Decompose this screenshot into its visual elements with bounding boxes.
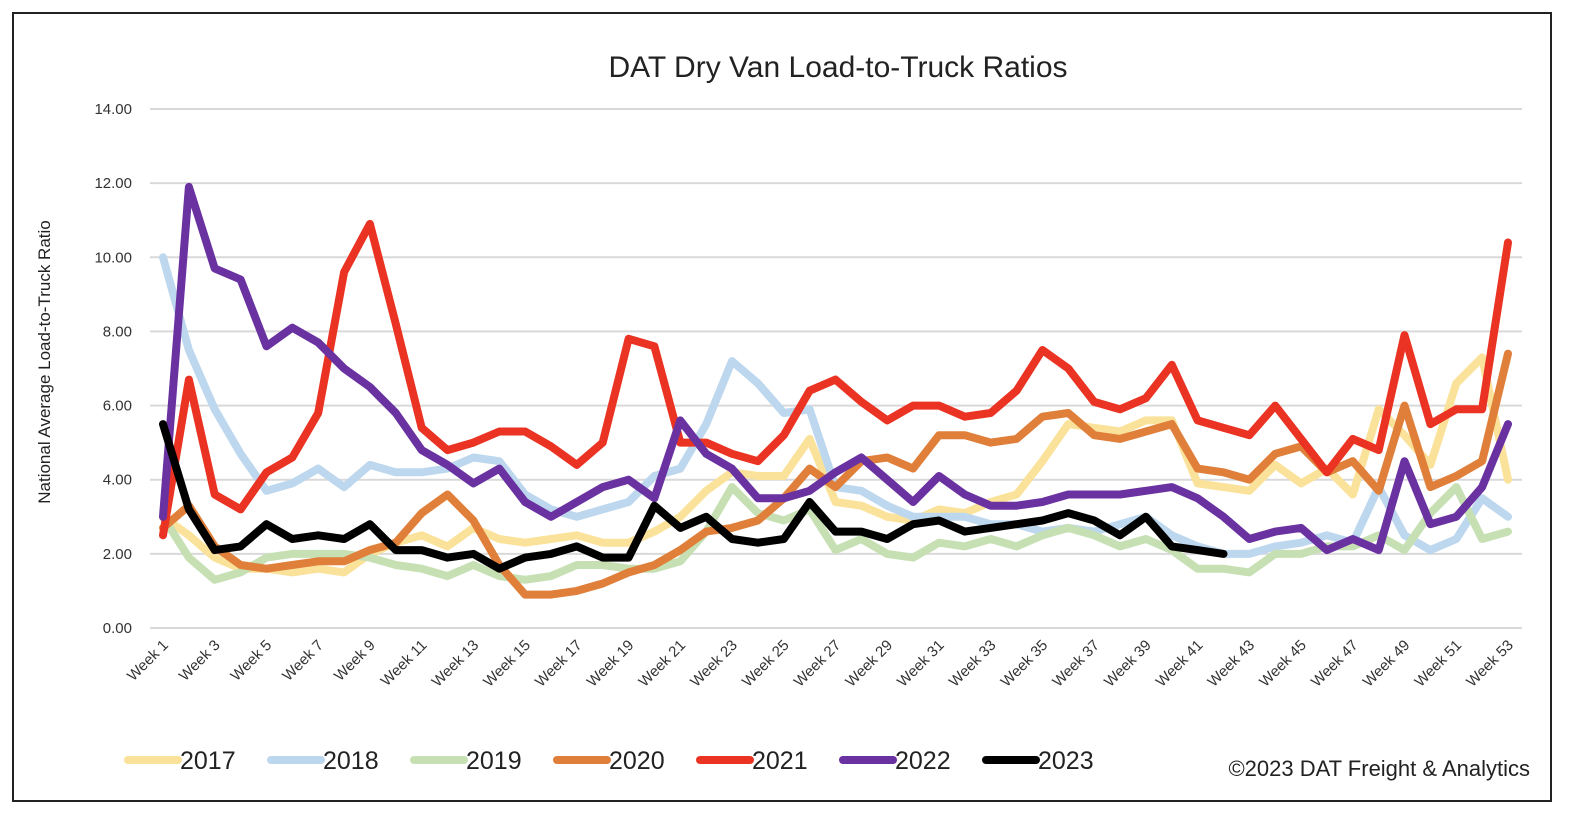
- x-tick-label: Week 37: [1049, 637, 1103, 691]
- x-tick-label: Week 31: [894, 637, 948, 691]
- x-tick-label: Week 17: [532, 637, 586, 691]
- y-tick-label: 12.00: [94, 175, 132, 192]
- legend-label-2017: 2017: [180, 747, 236, 775]
- x-tick-label: Week 3: [176, 637, 224, 685]
- y-tick-label: 14.00: [94, 101, 132, 118]
- x-tick-label: Week 15: [480, 637, 534, 691]
- x-tick-label: Week 21: [635, 637, 689, 691]
- x-tick-label: Week 39: [1101, 637, 1155, 691]
- legend-label-2019: 2019: [466, 747, 522, 775]
- x-tick-label: Week 45: [1256, 637, 1310, 691]
- series-line-2023: [159, 420, 1228, 573]
- x-tick-label: Week 19: [584, 637, 638, 691]
- chart-frame: [12, 12, 1552, 802]
- x-tick-label: Week 1: [124, 637, 172, 685]
- x-tick-label: Week 11: [378, 637, 431, 690]
- y-tick-label: 10.00: [94, 249, 132, 266]
- y-tick-label: 0.00: [103, 620, 132, 637]
- y-tick-label: 4.00: [103, 472, 132, 489]
- legend-label-2023: 2023: [1038, 747, 1094, 775]
- x-tick-label: Week 53: [1463, 637, 1517, 691]
- series-line-2021: [159, 219, 1512, 540]
- x-tick-label: Week 27: [791, 637, 845, 691]
- y-tick-label: 8.00: [103, 323, 132, 340]
- legend-label-2022: 2022: [895, 747, 951, 775]
- x-tick-label: Week 29: [842, 637, 896, 691]
- x-tick-label: Week 47: [1308, 637, 1362, 691]
- legend-label-2018: 2018: [323, 747, 379, 775]
- x-tick-label: Week 35: [998, 637, 1052, 691]
- x-tick-label: Week 9: [331, 637, 379, 685]
- x-tick-label: Week 13: [429, 637, 483, 691]
- y-tick-label: 2.00: [103, 546, 132, 563]
- x-tick-label: Week 23: [687, 637, 741, 691]
- legend-label-2020: 2020: [609, 747, 665, 775]
- x-tick-label: Week 41: [1153, 637, 1207, 691]
- copyright-annotation: ©2023 DAT Freight & Analytics: [1228, 756, 1530, 781]
- legend-label-2021: 2021: [752, 747, 808, 775]
- y-axis-title: National Average Load-to-Truck Ratio: [35, 220, 54, 504]
- x-tick-label: Week 49: [1360, 637, 1414, 691]
- x-tick-label: Week 7: [279, 637, 327, 685]
- chart-title: DAT Dry Van Load-to-Truck Ratios: [608, 51, 1067, 84]
- x-tick-label: Week 43: [1204, 637, 1258, 691]
- series-line-2022: [159, 182, 1512, 555]
- y-tick-label: 6.00: [103, 398, 132, 415]
- series-line-2019: [159, 483, 1512, 584]
- x-tick-label: Week 5: [227, 637, 275, 685]
- x-tick-label: Week 25: [739, 637, 793, 691]
- x-tick-label: Week 33: [946, 637, 1000, 691]
- x-tick-label: Week 51: [1411, 637, 1465, 691]
